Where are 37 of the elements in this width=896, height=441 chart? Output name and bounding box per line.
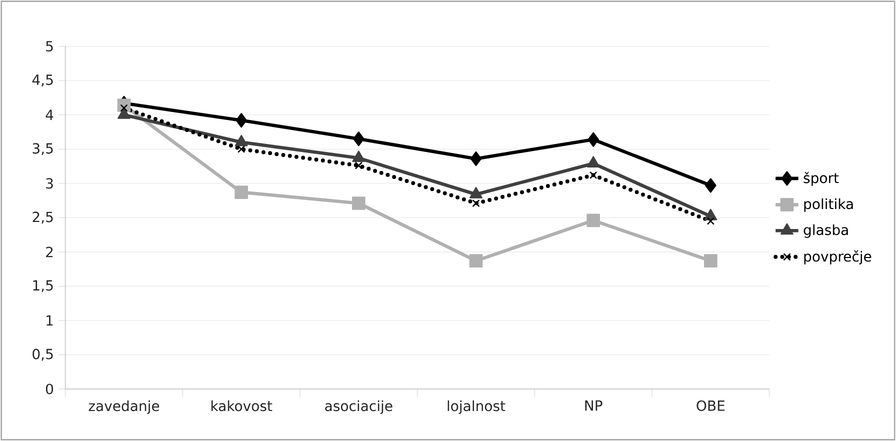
y-tick-label: 3	[46, 178, 53, 189]
point	[704, 178, 716, 193]
y-tick-label: 5	[46, 41, 53, 52]
y-tick-label: 4	[46, 110, 54, 120]
x-tick-label: lojalnost	[448, 400, 506, 414]
legend-label: politika	[804, 198, 853, 212]
point	[704, 254, 718, 268]
point	[472, 200, 480, 207]
x-tick-label: asociacije	[325, 400, 392, 414]
x-tick-label: zavedanje	[88, 400, 160, 414]
x-tick-label: NP	[585, 400, 602, 411]
y-tick-label: 3,5	[32, 143, 53, 156]
x-tick-label: OBE	[696, 400, 724, 411]
point	[120, 104, 128, 112]
legend-label: šport	[804, 172, 839, 186]
point	[238, 146, 245, 153]
point	[352, 132, 364, 146]
y-tick-label: 2	[46, 246, 53, 258]
y-tick-label: 4,5	[32, 74, 53, 87]
point	[590, 172, 597, 179]
point	[707, 218, 714, 225]
y-tick-label: 1,5	[33, 280, 53, 292]
legend-label: povprečje	[804, 250, 872, 264]
point	[586, 214, 600, 228]
y-tick-label: 0	[46, 384, 54, 394]
point	[355, 162, 362, 170]
x-tick-label: kakovost	[211, 400, 272, 412]
point	[588, 132, 599, 147]
point	[236, 113, 248, 128]
point	[234, 186, 248, 199]
point	[469, 254, 483, 268]
legend-label: glasba	[804, 224, 848, 238]
y-tick-label: 2,5	[32, 212, 53, 224]
y-tick-label: 0,5	[32, 348, 53, 361]
point	[470, 151, 482, 166]
y-tick-label: 1	[46, 315, 53, 326]
point	[352, 196, 366, 210]
